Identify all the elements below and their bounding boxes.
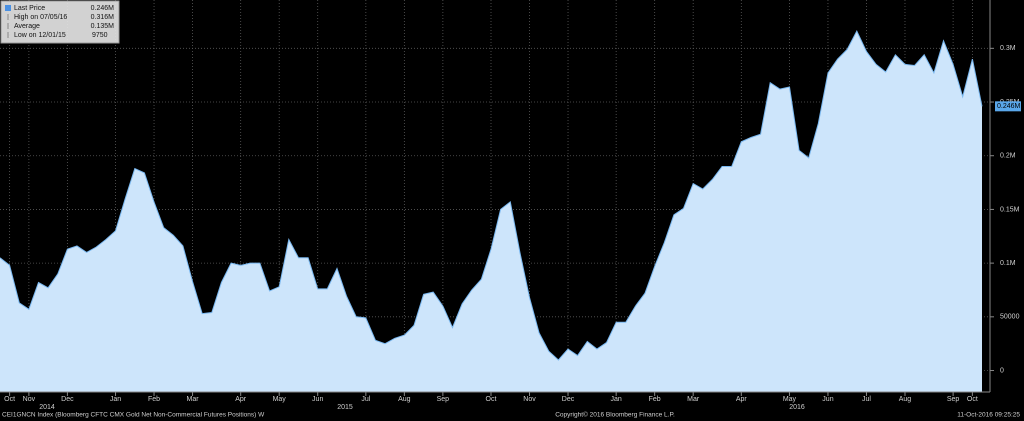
- x-tick-label: Jan: [611, 396, 622, 403]
- x-tick-label: Jul: [361, 396, 370, 403]
- x-group-label: 2016: [789, 404, 805, 411]
- last-price-label: 0.246M: [997, 103, 1021, 110]
- plot: [0, 29, 983, 392]
- legend-value: 0.316M: [91, 14, 115, 21]
- x-tick-label: Mar: [187, 396, 200, 403]
- legend-value: 9750: [92, 32, 108, 39]
- x-tick-label: Feb: [148, 396, 160, 403]
- y-tick-label: 0.3M: [1000, 45, 1016, 52]
- y-tick-label: 0.2M: [1000, 153, 1016, 160]
- x-tick-label: Nov: [23, 396, 36, 403]
- x-tick-label: Oct: [486, 396, 497, 403]
- last-price-tag: [995, 101, 1021, 112]
- x-tick-label: Jul: [862, 396, 871, 403]
- legend: Last Price 0.246M High on 07/05/16 0.316M Av…: [0, 0, 120, 44]
- x-tick-label: Dec: [562, 396, 575, 403]
- x-tick-label: Sep: [437, 396, 450, 403]
- legend-label: Average: [14, 23, 40, 30]
- x-group-label: 2014: [39, 404, 55, 411]
- y-tick-label: 0.1M: [1000, 260, 1016, 267]
- x-tick-label: Dec: [61, 396, 74, 403]
- legend-label: High on 07/05/16: [14, 14, 67, 21]
- x-tick-label: Jan: [110, 396, 121, 403]
- x-group-label: 2015: [337, 404, 353, 411]
- x-tick-label: Jun: [822, 396, 833, 403]
- x-tick-label: Feb: [649, 396, 661, 403]
- legend-box: [0, 0, 120, 44]
- x-tick-label: Sep: [947, 396, 960, 403]
- x-tick-label: May: [783, 396, 797, 403]
- x-tick-label: Apr: [736, 396, 748, 403]
- footer-center: Copyright© 2016 Bloomberg Finance L.P.: [555, 411, 675, 419]
- axes: 0500000.1M0.15M0.2M0.25M0.3MOctNovDecJan…: [4, 45, 1021, 411]
- x-tick-label: Apr: [235, 396, 247, 403]
- x-tick-label: Aug: [398, 396, 411, 403]
- y-tick-label: 0.15M: [1000, 206, 1020, 213]
- legend-value: 0.135M: [91, 23, 115, 30]
- x-tick-label: Mar: [687, 396, 700, 403]
- x-tick-label: Nov: [523, 396, 536, 403]
- area-fill: [0, 31, 982, 392]
- legend-label: Last Price: [14, 5, 45, 12]
- legend-label: Low on 12/01/15: [14, 32, 66, 39]
- footer-left: CEI1GNCN Index (Bloomberg CFTC CMX Gold …: [2, 412, 265, 419]
- y-tick-label: 50000: [1000, 314, 1020, 321]
- area-line: [0, 29, 983, 361]
- x-tick-label: Oct: [4, 396, 15, 403]
- legend-value: 0.246M: [91, 5, 115, 12]
- x-tick-label: Oct: [967, 396, 978, 403]
- x-tick-label: May: [273, 396, 287, 403]
- y-tick-label: 0: [1000, 367, 1004, 374]
- x-tick-label: Aug: [899, 396, 912, 403]
- legend-swatch: [5, 5, 11, 11]
- x-tick-label: Jun: [312, 396, 323, 403]
- footer-right: 11-Oct-2016 09:25:25: [957, 412, 1020, 419]
